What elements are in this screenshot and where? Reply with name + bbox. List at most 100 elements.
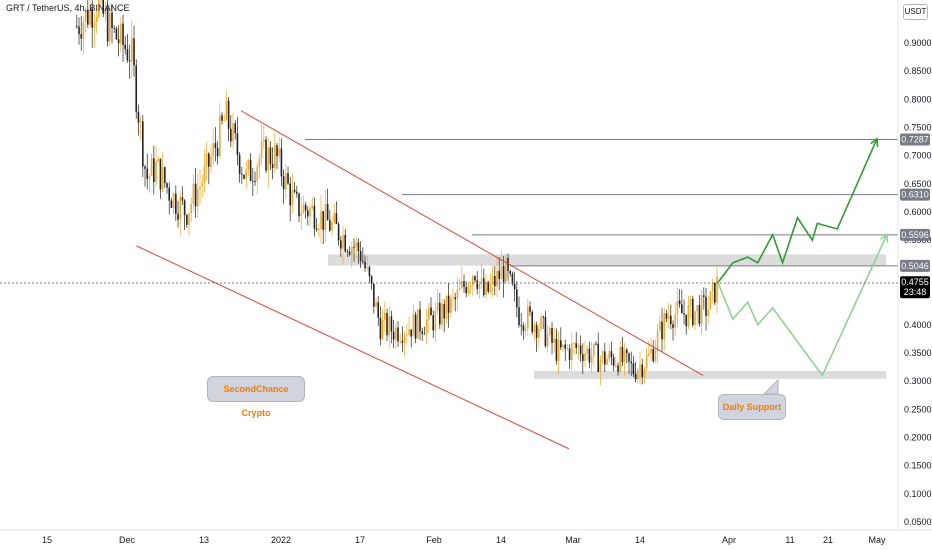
candle-body [353,246,355,248]
time-tick-label: May [868,535,886,545]
candle-body [619,346,622,372]
candle-body [557,340,560,361]
candle-body [212,143,215,157]
candle-body [467,286,470,294]
candle-body [282,176,285,190]
candle-body [172,193,175,208]
candle-body [234,123,237,134]
candle-body [595,343,597,345]
candle-body [326,204,329,221]
candle-body [643,368,646,377]
price-tick-label: 0.3500 [904,348,932,358]
candle-body [168,187,171,201]
candle-body [124,44,127,50]
candle-body [355,242,358,248]
candle-body [298,193,300,217]
candle-body [489,283,492,292]
candle-body [612,357,615,366]
candle-body [93,22,96,28]
candle-body [529,306,531,312]
price-tick-label: 0.8000 [904,94,932,104]
candle-body [267,147,270,171]
candle-body [102,0,105,14]
candle-body [500,265,503,279]
candle-body [425,319,428,335]
candle-body [419,309,421,332]
candle-body [164,167,166,184]
candle-body [568,348,571,361]
candle-body [485,281,487,296]
candle-body [133,38,135,66]
candle-body [153,158,155,183]
candle-body [450,297,452,313]
candle-body [247,160,250,170]
price-tick-label: 0.1000 [904,489,932,499]
current-price-label: 0.4755 [901,277,929,287]
candle-body [465,287,468,294]
candle-body [549,327,551,335]
candle-body [109,12,111,42]
candle-body [274,145,276,168]
candle-body [155,161,157,183]
candle-body [683,313,685,315]
candle-body [311,205,314,209]
candle-body [430,307,432,316]
price-tick-label: 0.7500 [904,123,932,133]
candle-body [401,340,404,343]
candle-body [478,282,481,289]
candle-body [271,163,274,168]
candle-body [538,328,540,338]
candle-body [238,155,241,174]
candle-body [606,358,608,365]
candle-body [346,251,349,253]
candle-body [711,282,714,292]
time-axis[interactable]: 15 Dec 13 2022 17 Feb 14 Mar 14 Apr 11 21 May [42,535,886,545]
candle-body [223,120,226,121]
candle-body [458,287,461,290]
candle-body [408,329,410,335]
bullish-projection-path [717,138,878,283]
candle-body [324,204,327,230]
candle-body [439,302,441,325]
candle-body [318,228,320,230]
price-axis[interactable]: 0.9000 0.8500 0.8000 0.7500 0.7000 0.6500 0.60… [904,38,932,527]
price-tag [900,133,930,146]
countdown-label: 23:48 [904,287,927,297]
candle-body [232,123,234,142]
candle-body [351,246,353,255]
candle-body [584,353,586,361]
candle-body [423,333,426,335]
candle-body [447,295,450,313]
support-callout: Daily Support [718,394,786,420]
price-tick-label: 0.3000 [904,376,932,386]
candle-body [258,157,261,167]
candle-body [703,295,705,297]
candle-body [692,298,694,325]
price-tag [900,188,930,201]
candle-body [139,121,142,123]
candle-body [106,8,109,42]
candle-body [87,9,89,25]
candle-body [707,309,710,316]
candle-body [403,335,406,343]
candle-body [406,334,408,336]
candle-body [705,296,707,316]
currency-badge[interactable]: USDT [903,4,928,20]
zone-support [534,370,886,379]
candle-body [348,251,351,255]
candle-body [397,327,399,342]
candle-body [76,26,78,27]
candle-body [522,325,525,331]
candle-body [551,327,553,343]
candle-body [190,204,193,214]
candle-body [436,302,439,311]
candle-body [166,183,168,188]
price-tick-label: 0.4000 [904,320,932,330]
candle-body [579,345,582,355]
candle-body [256,166,259,182]
candle-body [685,314,688,327]
candle-body [696,305,699,312]
candle-body [599,359,602,372]
candle-body [414,314,417,339]
